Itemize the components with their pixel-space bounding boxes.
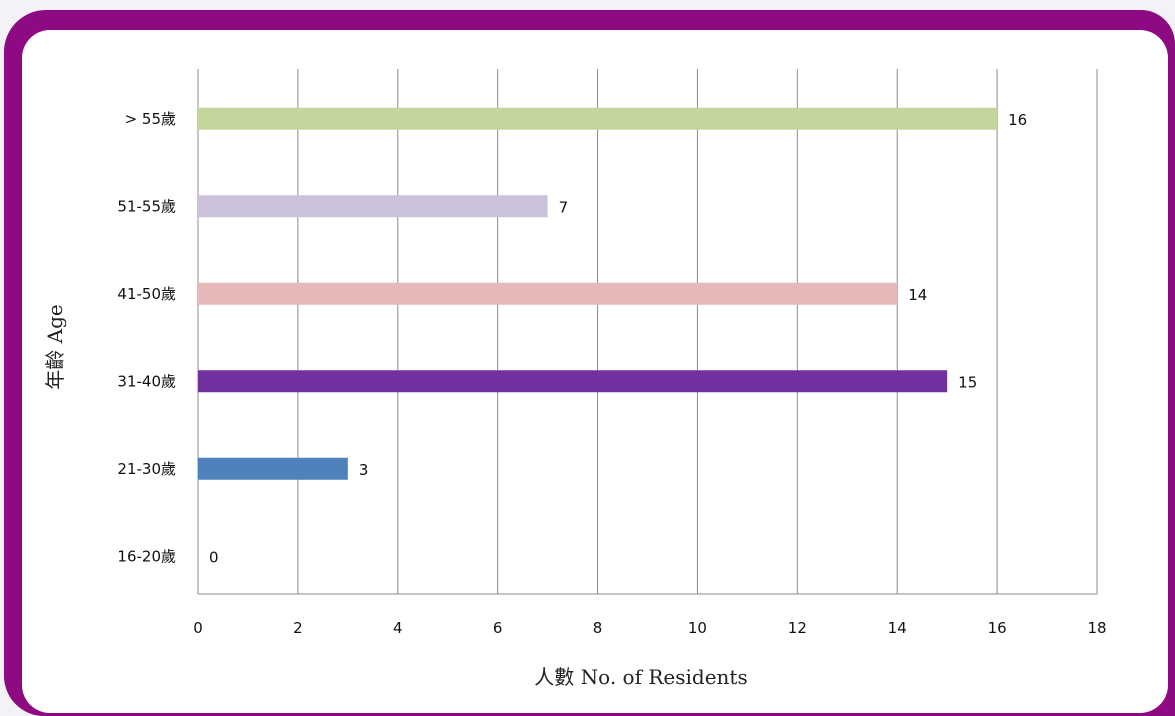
data-label: 15	[958, 373, 977, 391]
category-label: 51-55歲	[117, 197, 176, 215]
data-label: 14	[908, 286, 927, 304]
bar	[198, 282, 898, 305]
bar	[198, 107, 998, 130]
y-axis-title: 年齡 Age	[43, 304, 67, 389]
x-tick-label: 16	[988, 619, 1007, 637]
category-label: 16-20歲	[117, 547, 176, 565]
x-tick-label: 18	[1087, 619, 1106, 637]
bars	[198, 107, 998, 480]
x-tick-label: 14	[888, 619, 907, 637]
x-tick-label: 2	[293, 619, 303, 637]
x-tick-labels: 0 2 4 6 8 10 12 14 16 18	[193, 619, 1106, 637]
x-tick-label: 10	[688, 619, 707, 637]
data-label: 16	[1008, 111, 1027, 129]
data-label: 0	[209, 548, 219, 566]
bar	[198, 457, 348, 480]
x-tick-label: 8	[593, 619, 603, 637]
bar	[198, 370, 948, 393]
category-label: 31-40歲	[117, 372, 176, 390]
x-axis-title: 人數 No. of Residents	[534, 665, 747, 689]
x-tick-label: 0	[193, 619, 203, 637]
category-label: > 55歲	[125, 110, 176, 128]
data-label: 3	[359, 461, 369, 479]
data-label: 7	[559, 198, 569, 216]
gridlines	[197, 69, 1098, 595]
bar	[198, 195, 548, 218]
x-tick-label: 6	[493, 619, 503, 637]
x-tick-label: 4	[393, 619, 403, 637]
x-tick-label: 12	[788, 619, 807, 637]
data-labels: 16 7 14 15 3 0	[209, 111, 1027, 567]
category-label: 21-30歲	[117, 460, 176, 478]
category-labels: > 55歲 51-55歲 41-50歲 31-40歲 21-30歲 16-20歲	[117, 110, 176, 566]
category-label: 41-50歲	[117, 285, 176, 303]
